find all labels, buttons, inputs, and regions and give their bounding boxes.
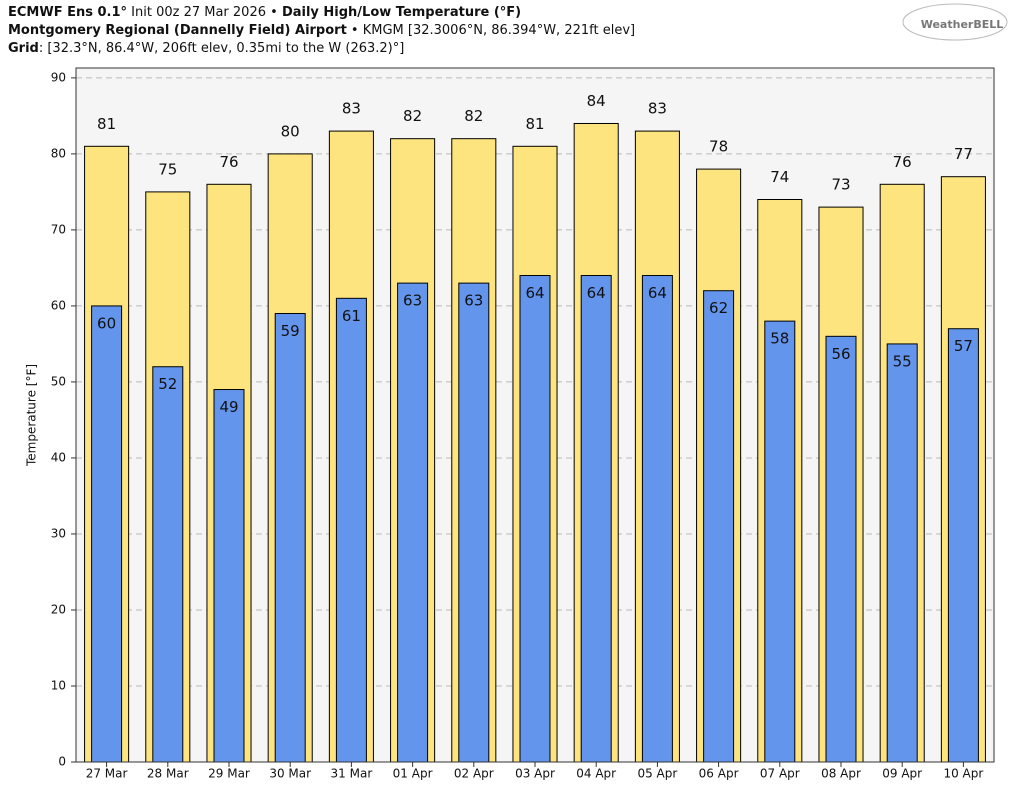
data-label: 56 (831, 345, 850, 363)
bar (274, 313, 306, 763)
y-tick-label: 30 (51, 526, 66, 540)
y-tick-label: 70 (51, 222, 66, 236)
logo-ring (902, 3, 1008, 41)
bar (580, 275, 612, 763)
y-tick-label: 90 (51, 70, 66, 84)
data-label: 76 (893, 153, 912, 171)
x-tick-label: 01 Apr (393, 767, 433, 781)
data-label: 82 (403, 107, 422, 125)
bar (641, 275, 673, 763)
title-line: Grid: [32.3°N, 86.4°W, 206ft elev, 0.35m… (8, 41, 404, 56)
x-tick-label: 02 Apr (454, 767, 494, 781)
data-label: 57 (954, 337, 973, 355)
data-label: 76 (219, 153, 238, 171)
data-label: 84 (587, 92, 606, 110)
data-label: 49 (219, 398, 238, 416)
x-tick-label: 29 Mar (208, 767, 250, 781)
bar (458, 282, 490, 763)
title-segment: Init 00z 27 Mar 2026 • (127, 5, 282, 20)
data-label: 55 (893, 352, 912, 370)
title-segment: • KMGM [32.3006°N, 86.394°W, 221ft elev] (347, 23, 635, 38)
data-label: 62 (709, 299, 728, 317)
x-tick-label: 07 Apr (760, 767, 800, 781)
y-tick-label: 0 (58, 755, 66, 769)
title-segment: Montgomery Regional (Dannelly Field) Air… (8, 23, 347, 38)
y-tick-label: 80 (51, 146, 66, 160)
data-label: 64 (525, 284, 544, 302)
x-tick-label: 30 Mar (269, 767, 311, 781)
y-tick-label: 60 (51, 298, 66, 312)
bar (91, 305, 123, 763)
x-tick-label: 10 Apr (943, 767, 983, 781)
x-tick-label: 05 Apr (637, 767, 677, 781)
x-tick-label: 28 Mar (147, 767, 189, 781)
y-tick-label: 40 (51, 450, 66, 464)
y-tick-label: 20 (51, 602, 66, 616)
bar (825, 335, 857, 763)
x-tick-label: 04 Apr (576, 767, 616, 781)
x-tick-label: 27 Mar (86, 767, 128, 781)
title-segment: : [32.3°N, 86.4°W, 206ft elev, 0.35mi to… (39, 41, 404, 56)
title-line: ECMWF Ens 0.1° Init 00z 27 Mar 2026 • Da… (8, 5, 521, 20)
data-label: 83 (342, 100, 361, 118)
data-label: 64 (587, 284, 606, 302)
bar (152, 366, 184, 763)
x-tick-label: 31 Mar (331, 767, 373, 781)
data-label: 82 (464, 107, 483, 125)
y-tick-label: 50 (51, 374, 66, 388)
data-label: 63 (403, 292, 422, 310)
data-label: 74 (770, 168, 789, 186)
data-label: 81 (97, 115, 116, 133)
title-line: Montgomery Regional (Dannelly Field) Air… (8, 23, 635, 38)
x-tick-label: 08 Apr (821, 767, 861, 781)
data-label: 78 (709, 138, 728, 156)
data-label: 77 (954, 145, 973, 163)
x-tick-label: 06 Apr (699, 767, 739, 781)
x-tick-label: 03 Apr (515, 767, 555, 781)
bar (213, 389, 245, 763)
data-label: 81 (525, 115, 544, 133)
title-segment: Daily High/Low Temperature (°F) (282, 5, 521, 20)
data-label: 64 (648, 284, 667, 302)
data-label: 75 (158, 160, 177, 178)
data-label: 59 (281, 322, 300, 340)
bar (397, 282, 429, 763)
bar (764, 320, 796, 763)
title-segment: Grid (8, 41, 39, 56)
data-label: 80 (281, 122, 300, 140)
plot-frame (75, 67, 995, 763)
bar (703, 290, 735, 763)
bar (886, 343, 918, 763)
data-label: 52 (158, 375, 177, 393)
bar (519, 275, 551, 763)
y-axis-label: Temperature [°F] (25, 364, 39, 467)
logo: WeatherBELL (921, 18, 1004, 31)
bar (335, 297, 367, 763)
y-tick-label: 10 (51, 678, 66, 692)
x-tick-label: 09 Apr (882, 767, 922, 781)
bar (947, 328, 979, 763)
data-label: 63 (464, 292, 483, 310)
data-label: 83 (648, 100, 667, 118)
data-label: 58 (770, 330, 789, 348)
data-label: 73 (831, 176, 850, 194)
title-segment: ECMWF Ens 0.1° (8, 5, 127, 20)
data-label: 60 (97, 314, 116, 332)
data-label: 61 (342, 307, 361, 325)
